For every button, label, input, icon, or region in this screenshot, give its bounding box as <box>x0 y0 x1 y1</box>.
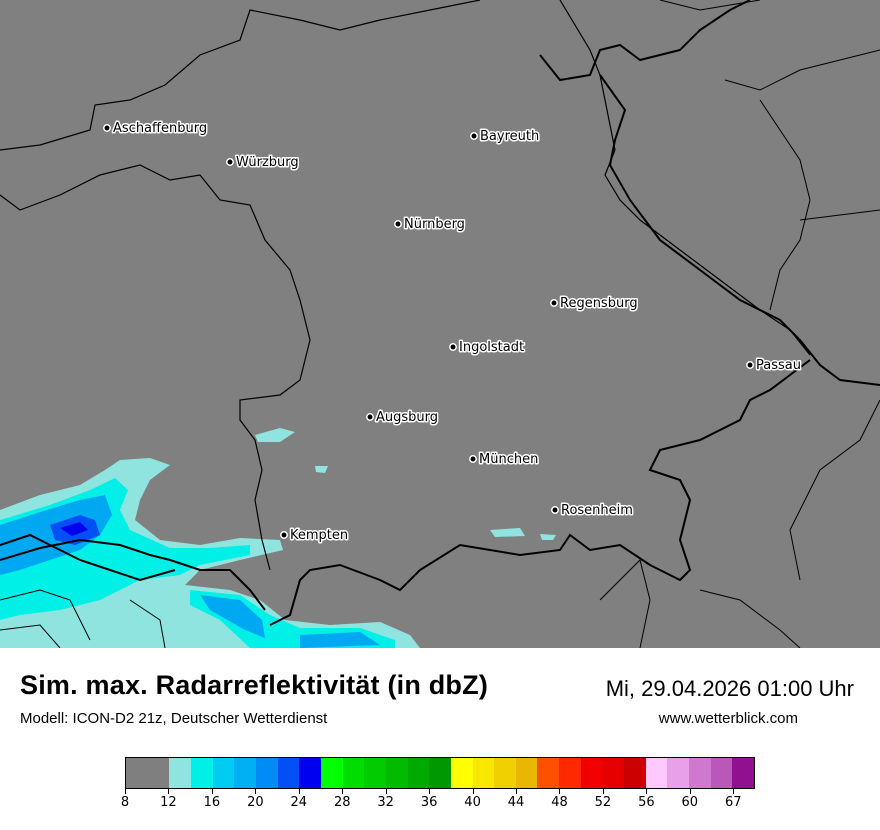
city-label-rosenheim: Rosenheim <box>561 503 633 518</box>
legend-tick <box>298 789 300 794</box>
legend-bin <box>277 758 300 788</box>
color-legend-bar <box>125 757 755 789</box>
city-dot <box>746 361 754 369</box>
legend-bin <box>212 758 235 788</box>
legend-tick-label: 44 <box>507 795 525 810</box>
country-border-austria <box>0 359 811 626</box>
legend-bin <box>580 758 603 788</box>
legend-bin <box>364 758 386 788</box>
legend-bin <box>732 758 755 788</box>
forecast-datetime: Mi, 29.04.2026 01:00 Uhr <box>605 676 854 701</box>
legend-tick <box>472 789 474 794</box>
legend-bin <box>299 758 321 788</box>
legend-tick-label: 56 <box>638 795 655 810</box>
legend-bin <box>342 758 365 788</box>
precipitation-layer <box>0 428 556 648</box>
legend-tick <box>689 789 691 794</box>
legend-tick-label: 24 <box>290 795 308 810</box>
legend-tick <box>516 789 518 794</box>
city-dot <box>449 343 457 351</box>
legend-tick <box>125 789 126 794</box>
legend-tick-label: 12 <box>160 795 177 810</box>
legend-tick <box>733 789 735 794</box>
legend-bin <box>429 758 451 788</box>
legend-bin <box>494 758 516 788</box>
city-dot <box>226 158 234 166</box>
city-label-kempten: Kempten <box>290 528 348 543</box>
legend-bin <box>169 758 191 788</box>
legend-tick-label: 67 <box>724 795 742 810</box>
city-label-aschaffenburg: Aschaffenburg <box>113 121 207 136</box>
country-border-switzerland <box>0 533 176 582</box>
legend-bin <box>190 758 213 788</box>
website-link: www.wetterblick.com <box>658 710 798 727</box>
city-label-nürnberg: Nürnberg <box>404 217 465 232</box>
legend-bin <box>407 758 430 788</box>
legend-bin <box>624 758 646 788</box>
city-label-regensburg: Regensburg <box>560 296 638 311</box>
legend-bin <box>234 758 256 788</box>
legend-bin <box>602 758 625 788</box>
legend-bin <box>126 758 170 788</box>
radar-map[interactable]: Aschaffenburg Würzburg Bayreuth Nürnberg Reg… <box>0 0 880 648</box>
legend-bin <box>515 758 538 788</box>
city-label-passau: Passau <box>756 358 801 373</box>
legend-tick-label: 52 <box>594 795 612 810</box>
city-label-ingolstadt: Ingolstadt <box>459 340 524 355</box>
legend-tick-label: 8 <box>120 795 130 810</box>
city-dot <box>280 531 288 539</box>
legend-tick <box>255 789 257 794</box>
legend-tick <box>211 789 213 794</box>
legend-bin <box>645 758 668 788</box>
legend-tick-label: 32 <box>377 795 394 810</box>
legend-tick <box>429 789 431 794</box>
precip-area-core <box>60 522 88 536</box>
legend-tick <box>602 789 604 794</box>
legend-bin <box>667 758 690 788</box>
city-label-würzburg: Würzburg <box>236 155 299 170</box>
color-legend-ticks: 8 12 16 20 24 28 32 36 40 44 48 52 56 60 67 <box>121 789 755 819</box>
legend-tick-label: 20 <box>247 795 264 810</box>
legend-tick <box>168 789 170 794</box>
legend-bin <box>320 758 343 788</box>
city-label-münchen: München <box>479 452 538 467</box>
city-markers: Aschaffenburg Würzburg Bayreuth Nürnberg Reg… <box>103 120 802 545</box>
legend-bin <box>255 758 278 788</box>
legend-tick-label: 16 <box>203 795 221 810</box>
legend-bin <box>472 758 495 788</box>
city-label-augsburg: Augsburg <box>376 410 438 425</box>
border-lines <box>0 0 880 648</box>
legend-tick-label: 28 <box>333 795 351 810</box>
legend-tick-label: 36 <box>420 795 438 810</box>
city-dot <box>551 506 559 514</box>
model-subtitle: Modell: ICON-D2 21z, Deutscher Wetterdie… <box>20 710 328 727</box>
legend-tick <box>559 789 561 794</box>
legend-bin <box>710 758 733 788</box>
region-borders <box>0 0 880 648</box>
legend-bin <box>385 758 408 788</box>
legend-tick-label: 48 <box>551 795 568 810</box>
city-dot <box>103 124 111 132</box>
city-dot <box>394 220 402 228</box>
legend-tick <box>646 789 648 794</box>
city-dot <box>469 455 477 463</box>
legend-bin <box>537 758 560 788</box>
legend-tick <box>385 789 387 794</box>
map-title: Sim. max. Radarreflektivität (in dbZ) <box>20 670 489 700</box>
legend-bin <box>450 758 473 788</box>
country-border-czech <box>539 0 880 386</box>
legend-bin <box>559 758 581 788</box>
legend-bin <box>689 758 711 788</box>
city-label-bayreuth: Bayreuth <box>480 129 539 144</box>
legend-tick-label: 40 <box>464 795 481 810</box>
legend-tick <box>342 789 344 794</box>
city-dot <box>470 132 478 140</box>
legend-tick-label: 60 <box>681 795 699 810</box>
city-dot <box>366 413 374 421</box>
city-dot <box>550 299 558 307</box>
